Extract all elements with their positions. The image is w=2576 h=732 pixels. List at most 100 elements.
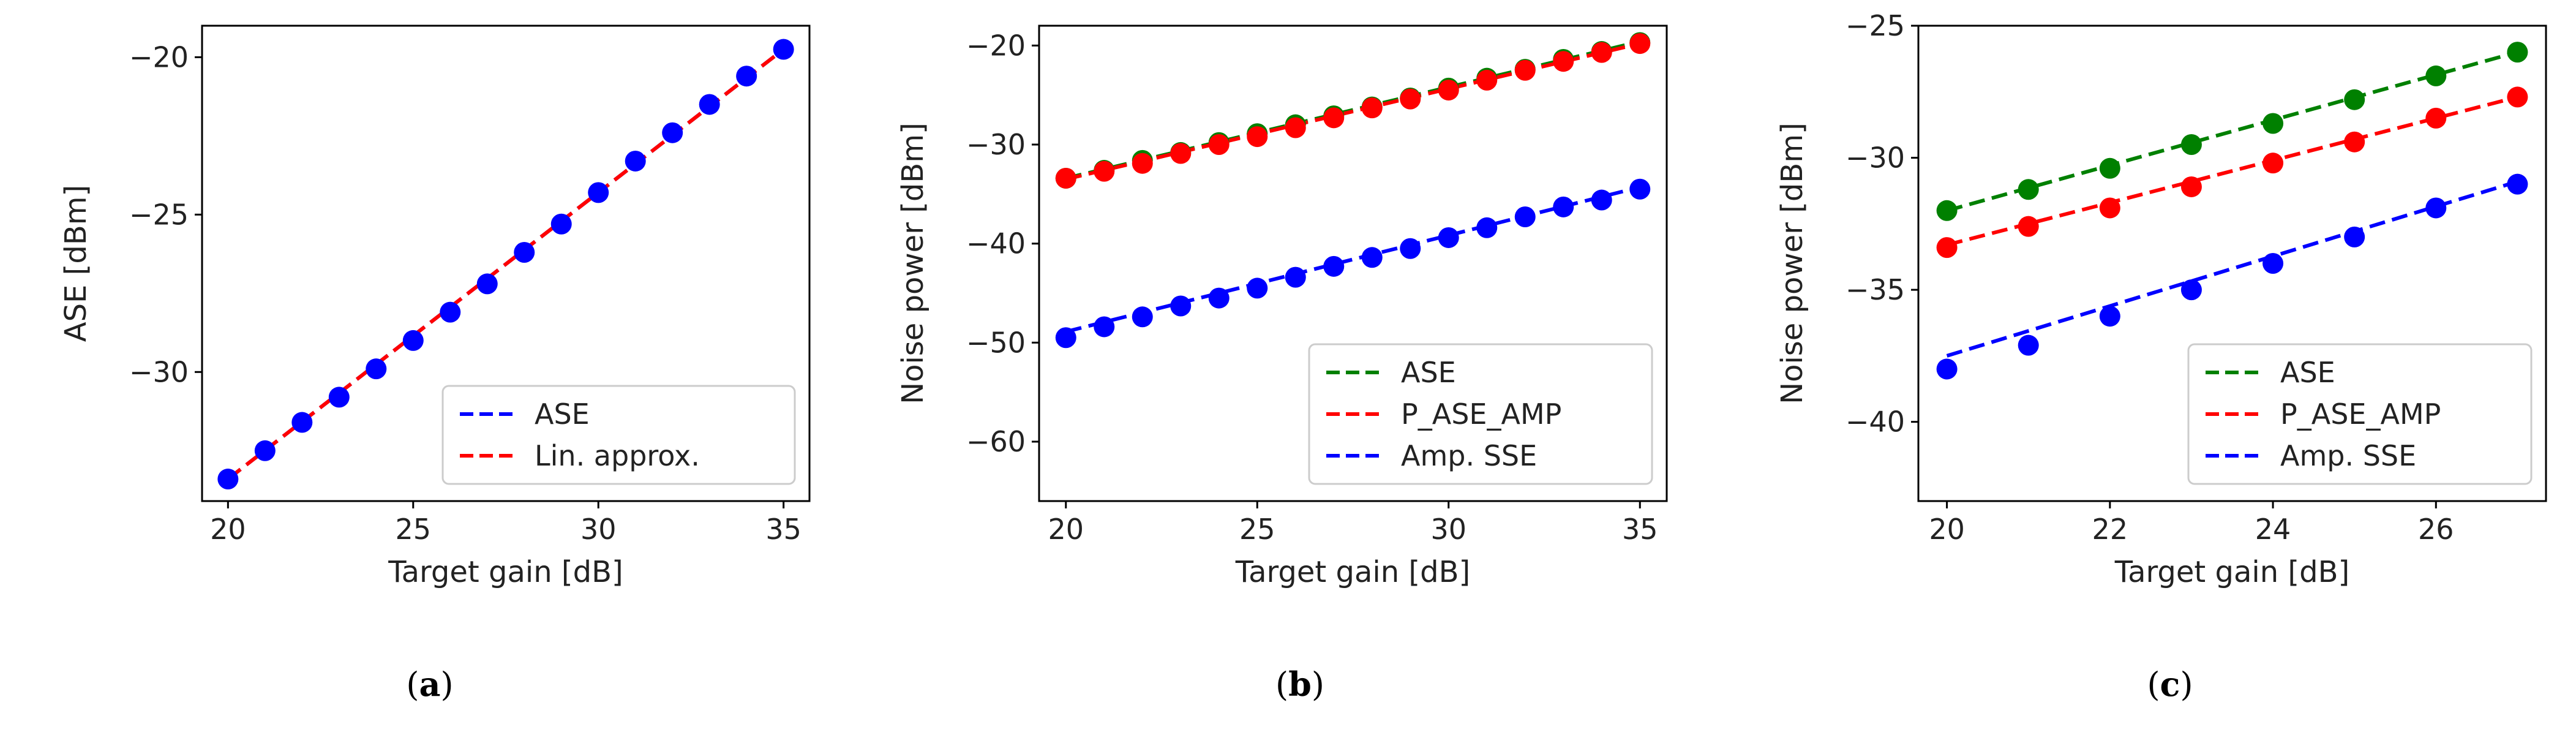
y-tick-label: −20 — [966, 29, 1026, 62]
data-point-amp-sse-data — [1438, 227, 1459, 248]
data-point-amp-sse-data — [2425, 197, 2447, 219]
x-tick-label: 26 — [2418, 513, 2454, 546]
y-tick-label: −25 — [129, 198, 189, 231]
legend: ASE Lin. approx. — [441, 385, 796, 485]
x-tick-label: 22 — [2092, 513, 2128, 546]
data-point-amp-sse-data — [1055, 327, 1076, 349]
data-point-amp-sse-data — [1170, 295, 1192, 317]
data-point-ase-data — [588, 182, 609, 203]
data-point-amp-sse-data — [1514, 206, 1536, 228]
data-point-ase-data — [328, 387, 350, 408]
caption-b-letter: b — [1288, 665, 1312, 704]
data-point-ase-data — [2425, 65, 2447, 86]
data-point-amp-sse-data — [1094, 316, 1115, 338]
legend-label: ASE — [1401, 356, 1456, 389]
legend-label: P_ASE_AMP — [2280, 398, 2441, 431]
legend-label: ASE — [2280, 356, 2335, 389]
data-layer — [217, 39, 794, 490]
caption-b: (b) — [1275, 665, 1324, 704]
data-point-p-ase-amp-data — [1285, 117, 1306, 138]
data-point-amp-sse-data — [2507, 173, 2528, 195]
data-point-ase-data — [625, 150, 646, 172]
data-point-p-ase-amp-data — [1514, 59, 1536, 81]
plot-frame — [1038, 25, 1668, 502]
data-point-ase-data — [2018, 179, 2039, 200]
data-point-ase-data — [2099, 157, 2120, 179]
data-layer — [1936, 42, 2528, 380]
data-point-amp-sse-data — [1553, 196, 1574, 217]
y-axis-label: Noise power [dBm] — [1775, 123, 1809, 404]
data-point-amp-sse-data — [2262, 253, 2284, 274]
legend: ASE P_ASE_AMP Amp. SSE — [2187, 343, 2533, 485]
data-point-p-ase-amp-data — [2180, 176, 2202, 197]
data-point-ase-data — [2262, 113, 2284, 134]
data-point-ase-data — [476, 273, 498, 295]
caption-c-letter: c — [2160, 665, 2180, 704]
data-point-p-ase-amp-data — [1438, 80, 1459, 101]
data-point-p-ase-amp-data — [1936, 237, 1958, 258]
legend-box — [441, 385, 796, 485]
series-line-lin-approx- — [227, 48, 785, 481]
legend: ASE P_ASE_AMP Amp. SSE — [1308, 343, 1653, 485]
data-point-amp-sse-data — [1591, 189, 1612, 211]
x-axis-label: Target gain [dB] — [388, 555, 623, 589]
data-point-ase-data — [217, 469, 239, 490]
data-point-p-ase-amp-data — [2507, 86, 2528, 108]
y-tick-label: −20 — [129, 40, 189, 74]
data-point-ase-data — [2180, 134, 2202, 155]
data-point-ase-data — [2344, 89, 2365, 110]
data-point-amp-sse-data — [1936, 358, 1958, 380]
data-point-p-ase-amp-data — [2425, 107, 2447, 129]
data-point-p-ase-amp-data — [1361, 97, 1383, 119]
data-point-ase-data — [1936, 200, 1958, 221]
x-tick-label: 25 — [1239, 513, 1275, 546]
legend-label: P_ASE_AMP — [1401, 398, 1561, 431]
data-point-p-ase-amp-data — [2099, 197, 2120, 219]
x-tick-label: 24 — [2255, 513, 2291, 546]
data-point-amp-sse-data — [2344, 226, 2365, 247]
data-point-p-ase-amp-data — [1247, 126, 1268, 148]
legend-label: Amp. SSE — [2280, 439, 2416, 472]
plot-frame — [1917, 25, 2547, 502]
y-tick-label: −40 — [1846, 406, 1905, 439]
legend-label: Lin. approx. — [535, 439, 700, 472]
series-line-amp-sse — [1946, 179, 2518, 358]
data-point-amp-sse-data — [2018, 334, 2039, 356]
chart-panel-a: 20 25 30 35 −30 −25 −20 Target gain [dB] ASE [dB… — [59, 25, 811, 589]
data-point-amp-sse-data — [1247, 277, 1268, 299]
y-tick-label: −25 — [1846, 9, 1905, 42]
y-axis-label: Noise power [dBm] — [896, 123, 930, 404]
data-point-ase-data — [699, 94, 720, 115]
data-point-ase-data — [2507, 42, 2528, 63]
data-point-p-ase-amp-data — [1629, 33, 1651, 55]
data-point-p-ase-amp-data — [1591, 42, 1612, 63]
data-point-amp-sse-data — [1629, 178, 1651, 200]
series-line-p-ase-amp — [1946, 95, 2518, 247]
data-point-p-ase-amp-data — [1208, 134, 1230, 155]
caption-c: (c) — [2147, 665, 2193, 704]
data-point-p-ase-amp-data — [1094, 160, 1115, 182]
data-point-ase-data — [254, 440, 276, 461]
data-point-p-ase-amp-data — [1132, 153, 1153, 174]
x-tick-label: 20 — [1929, 513, 1965, 546]
y-tick-label: −30 — [1846, 141, 1905, 175]
x-tick-label: 30 — [1430, 513, 1466, 546]
caption-a-letter: a — [419, 665, 441, 704]
data-point-amp-sse-data — [2180, 279, 2202, 301]
data-point-amp-sse-data — [1361, 247, 1383, 268]
x-tick-label: 30 — [580, 513, 617, 546]
series-line-amp-sse — [1065, 185, 1641, 334]
data-layer — [1055, 32, 1651, 349]
y-tick-label: −30 — [966, 128, 1026, 161]
data-point-amp-sse-data — [1476, 217, 1498, 238]
x-axis-label: Target gain [dB] — [2114, 555, 2350, 589]
plot-frame — [201, 25, 811, 502]
data-point-p-ase-amp-data — [1055, 167, 1076, 189]
y-tick-label: −30 — [129, 355, 189, 388]
chart-panel-b: 20 25 30 35 −60 −50 −40 −30 −20 Target gain [dB] N… — [896, 25, 1668, 589]
data-point-ase-data — [366, 358, 387, 380]
data-point-p-ase-amp-data — [2344, 131, 2365, 153]
data-point-p-ase-amp-data — [1476, 69, 1498, 91]
data-point-ase-data — [736, 66, 757, 87]
